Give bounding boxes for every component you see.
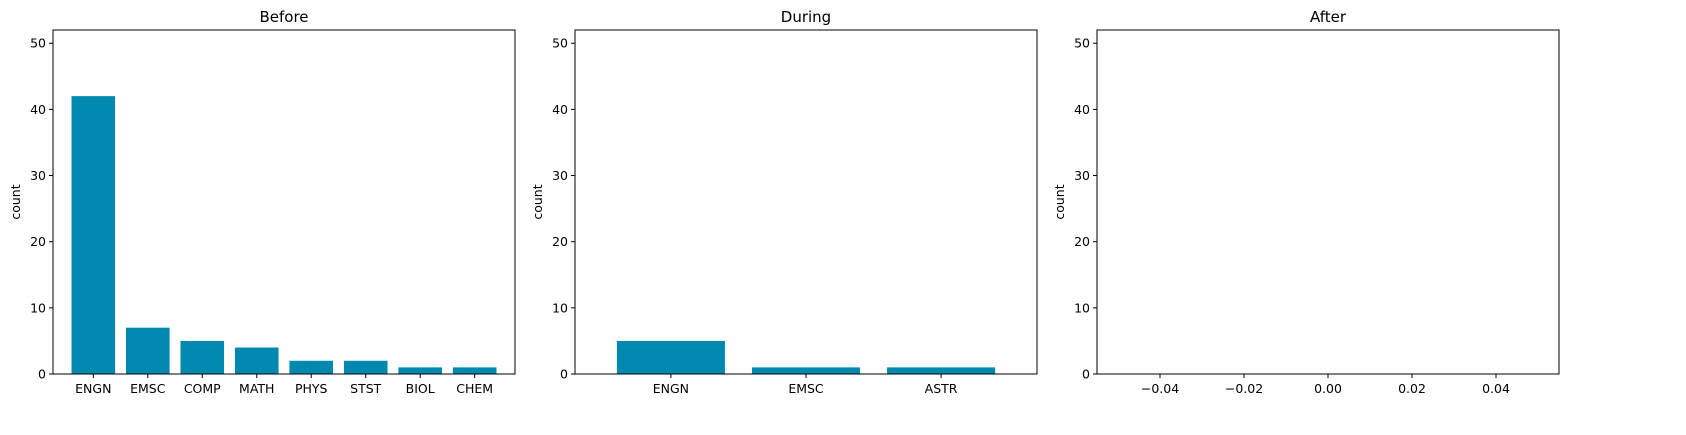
bar-stst (343, 360, 388, 374)
y-tick-label: 0 (1082, 367, 1090, 382)
bar-phys (289, 360, 334, 374)
axes-frame (52, 29, 516, 375)
bar-biol (398, 367, 442, 374)
y-tick-label: 10 (1074, 300, 1090, 315)
bar-emsc (126, 327, 170, 374)
y-tick-label: 10 (30, 300, 46, 315)
y-tick-label: 30 (30, 168, 46, 183)
x-tick-label: −0.04 (1141, 381, 1179, 396)
y-tick-label: 40 (30, 102, 46, 117)
y-tick-label: 50 (30, 36, 46, 51)
x-tick-label: EMSC (788, 381, 824, 396)
x-tick-label: ASTR (925, 381, 958, 396)
bar-emsc (751, 367, 861, 374)
y-tick-label: 40 (552, 102, 568, 117)
y-axis-label: count (530, 184, 545, 219)
bar-chem (452, 367, 497, 374)
x-tick-label: ENGN (653, 381, 689, 396)
y-tick-label: 0 (38, 367, 46, 382)
x-tick-label: BIOL (406, 381, 435, 396)
x-tick-label: COMP (184, 381, 221, 396)
x-tick-label: 0.00 (1314, 381, 1342, 396)
chart-title: During (781, 8, 831, 26)
x-tick-label: PHYS (295, 381, 328, 396)
bar-engn (616, 340, 725, 374)
y-tick-label: 20 (30, 234, 46, 249)
panel-during: During count 0 10 20 30 40 50 ENGN EMSC ASTR (530, 8, 1038, 396)
chart-title: Before (259, 8, 308, 26)
y-axis-label: count (8, 184, 23, 219)
bar-astr (887, 367, 996, 374)
x-tick-label: MATH (239, 381, 274, 396)
y-tick-label: 20 (552, 234, 568, 249)
x-tick-label: CHEM (456, 381, 493, 396)
x-tick-label: EMSC (130, 381, 166, 396)
axes-frame (1096, 29, 1560, 375)
y-tick-label: 20 (1074, 234, 1090, 249)
y-tick-label: 0 (560, 367, 568, 382)
panel-before: Before count 0 10 20 30 40 50 ENGN EMSC COMP MATH PH… (8, 8, 516, 396)
x-tick-label: STST (350, 381, 382, 396)
y-tick-label: 40 (1074, 102, 1090, 117)
y-axis-label: count (1052, 184, 1067, 219)
x-tick-label: −0.02 (1225, 381, 1263, 396)
panel-after: After count 0 10 20 30 40 50 −0.04 −0.02 0.00 0.02 0… (1052, 8, 1560, 396)
y-tick-label: 10 (552, 300, 568, 315)
axes-frame (574, 29, 1038, 375)
x-tick-label: 0.02 (1398, 381, 1426, 396)
bar-math (234, 347, 279, 374)
x-tick-label: ENGN (75, 381, 111, 396)
y-tick-label: 30 (552, 168, 568, 183)
x-tick-label: 0.04 (1482, 381, 1510, 396)
bar-comp (180, 340, 225, 374)
y-tick-label: 50 (1074, 36, 1090, 51)
bar-engn (71, 96, 116, 375)
y-tick-label: 30 (1074, 168, 1090, 183)
chart-title: After (1310, 8, 1347, 26)
y-tick-label: 50 (552, 36, 568, 51)
